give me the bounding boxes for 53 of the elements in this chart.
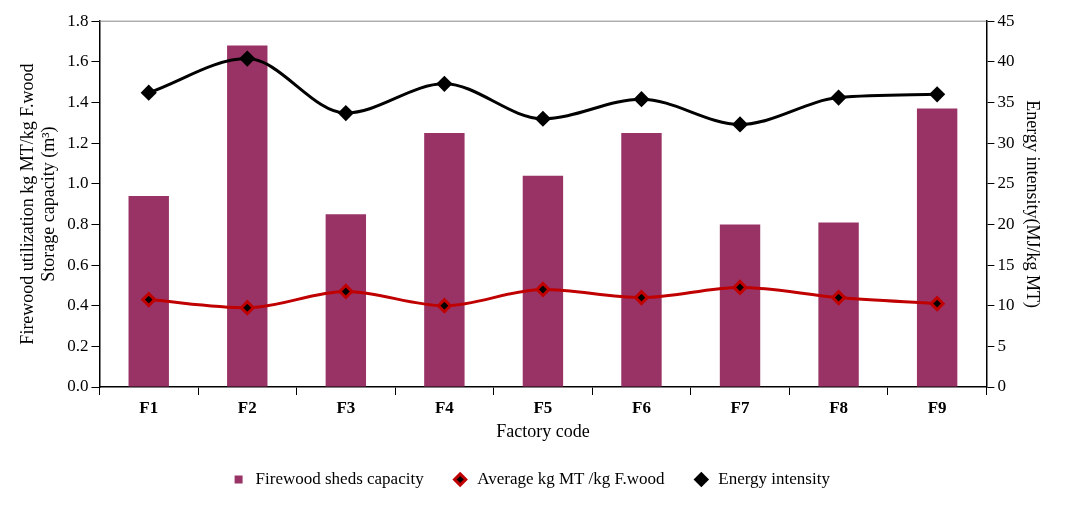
point <box>535 111 551 127</box>
y2-tick-label: 30 <box>997 132 1015 152</box>
y-tick-label: 1.2 <box>67 132 89 152</box>
y2-tick-label: 20 <box>997 213 1015 233</box>
y2-tick-label: 45 <box>997 10 1015 30</box>
x-tick-label: F8 <box>829 397 849 417</box>
y-tick-label: 0.2 <box>67 335 89 355</box>
bar <box>227 45 268 387</box>
x-axis-title: Factory code <box>496 420 590 441</box>
y-axis-title: Firewood utilization kg MT/kg F.wood Storage capacity (m³) <box>16 63 60 345</box>
y-tick-label: 0.4 <box>67 295 89 315</box>
y2-tick-label: 0 <box>997 376 1006 396</box>
y-tick-label: 1.0 <box>67 173 89 193</box>
point <box>633 91 649 107</box>
legend-label: Average kg MT /kg F.wood <box>477 468 666 488</box>
point <box>239 51 255 67</box>
y2-tick-label: 5 <box>997 335 1006 355</box>
y2-axis-title: Energy intensity(MJ/kg MT) <box>1022 100 1044 308</box>
x-tick-label: F4 <box>434 397 455 417</box>
y2-tick-label: 10 <box>997 295 1015 315</box>
bar <box>522 175 564 387</box>
y2-tick-label: 35 <box>997 91 1015 111</box>
point <box>831 90 847 106</box>
y2-tick-label: 40 <box>997 51 1015 71</box>
point <box>436 76 452 92</box>
x-tick-label: F1 <box>139 397 159 417</box>
x-tick-label: F5 <box>533 397 553 417</box>
bar <box>818 222 859 387</box>
y2-tick-label: 15 <box>997 254 1015 274</box>
y-tick-label: 0.8 <box>67 213 89 233</box>
y-tick-label: 0.6 <box>67 254 89 274</box>
x-tick-label: F7 <box>730 397 750 417</box>
x-tick-label: F3 <box>336 397 356 417</box>
y-tick-label: 0.0 <box>67 376 89 396</box>
legend-label: Energy intensity <box>718 468 831 488</box>
x-tick-label: F2 <box>237 397 257 417</box>
y-tick-label: 1.4 <box>67 91 89 111</box>
point <box>929 86 945 102</box>
bar <box>916 108 958 387</box>
y-tick-label: 1.8 <box>67 10 89 30</box>
legend-label: Firewood sheds capacity <box>255 468 425 488</box>
bar <box>621 132 662 387</box>
x-tick-label: F9 <box>927 397 947 417</box>
y2-tick-label: 25 <box>997 173 1015 193</box>
bar <box>424 132 465 387</box>
bar <box>128 195 169 387</box>
point <box>338 105 354 121</box>
y-tick-label: 1.6 <box>67 51 89 71</box>
bar <box>719 224 761 387</box>
x-tick-label: F6 <box>632 397 651 417</box>
point <box>141 85 157 101</box>
point <box>732 116 748 132</box>
bar <box>325 214 367 387</box>
